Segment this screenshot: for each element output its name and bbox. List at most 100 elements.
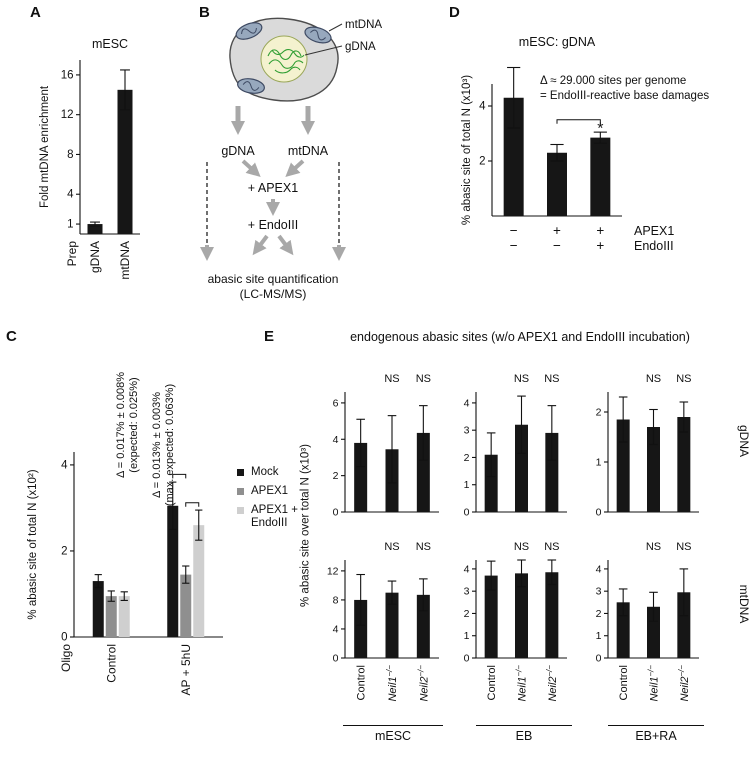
y-tick-label: 0: [464, 507, 470, 519]
y-tick-label: 0: [61, 632, 67, 644]
category-label: AP + 5hU: [179, 644, 193, 695]
panel-e-group-label-eb: EB: [515, 729, 533, 743]
chart-svg: 2 4 mESC: gDNA % abasic site of total N (x1…: [461, 35, 674, 253]
gdna-callout-label: gDNA: [345, 41, 376, 53]
legend-swatch: [237, 488, 244, 495]
condition-row-label: EndoIII: [634, 239, 674, 253]
category-label: Control: [486, 665, 498, 700]
x-axis-title: Prep: [65, 241, 79, 267]
condition-sign: +: [596, 223, 604, 238]
panel-c-legend: Mock APEX1 APEX1 + EndoIII: [237, 466, 298, 536]
ns-label: NS: [416, 373, 431, 385]
legend-item: APEX1: [237, 485, 298, 498]
bar: [547, 152, 567, 216]
y-tick-label: 4: [67, 189, 74, 201]
category-label: Control: [618, 665, 630, 700]
bar: [647, 427, 660, 512]
category-label: Control: [356, 665, 368, 700]
panel-e-group-line-mesc: [343, 725, 443, 726]
bar: [484, 454, 498, 512]
panel-c-annotation-2-line2: (max. expected: 0.063%): [164, 383, 176, 507]
y-tick-label: 0: [464, 653, 470, 665]
y-tick-label: 8: [67, 149, 73, 161]
y-tick-label: 1: [464, 630, 470, 642]
y-tick-label: 2: [479, 156, 485, 168]
chart-svg: 0 1 2 NS NS: [596, 373, 699, 519]
bar: [354, 599, 368, 658]
ns-label: NS: [646, 541, 661, 553]
category-label: Control: [104, 644, 118, 683]
y-tick-label: 4: [479, 101, 486, 113]
panel-d-annotation-line1: Δ ≈ 29.000 sites per genome: [540, 75, 687, 87]
bar: [515, 573, 528, 658]
mitochondrion-icon: [235, 22, 263, 40]
panel-c-annotation-2: Δ = 0.013% ± 0.003% (max. expected: 0.06…: [151, 370, 177, 520]
panel-c-annotation-1-line2: (expected: 0.025%): [128, 377, 140, 473]
panel-c-annotation-1: Δ = 0.017% ± 0.008% (expected: 0.025%): [115, 355, 141, 495]
branch-mtdna-label: mtDNA: [288, 144, 329, 158]
panel-e-row-label-mtdna: mtDNA: [737, 584, 751, 624]
panel-c-annotation-2-line1: Δ = 0.013% ± 0.003%: [151, 391, 163, 499]
ns-label: NS: [646, 373, 661, 385]
bar: [484, 575, 498, 658]
y-tick-label: 4: [333, 623, 339, 635]
y-tick-label: 2: [464, 452, 470, 464]
bar: [590, 137, 611, 216]
ns-label: NS: [676, 373, 691, 385]
ns-label: NS: [676, 541, 691, 553]
y-tick-label: 2: [596, 608, 602, 620]
bar: [193, 525, 205, 637]
bar: [180, 574, 192, 637]
y-tick-label: 0: [596, 653, 602, 665]
ns-label: NS: [384, 373, 399, 385]
y-tick-label: 2: [333, 470, 339, 482]
panel-c-letter: C: [6, 328, 17, 345]
panel-b-letter: B: [199, 4, 210, 21]
significance-bracket: [556, 119, 601, 124]
significance-bracket: [172, 473, 187, 479]
y-tick-label: 2: [464, 608, 470, 620]
condition-sign: +: [553, 223, 561, 238]
ns-label: NS: [384, 541, 399, 553]
panel-c-annotation-1-line1: Δ = 0.017% ± 0.008%: [115, 371, 127, 479]
panel-e-group-label-ebra: EB+RA: [635, 729, 677, 743]
ns-label: NS: [514, 541, 529, 553]
arrow-endo3-to-output-left: [252, 234, 269, 256]
bar: [677, 417, 691, 512]
y-tick-label: 2: [596, 407, 602, 419]
chart-svg: 0 1 2 3 4 NS NS: [464, 373, 567, 519]
y-tick-label: 12: [327, 565, 339, 577]
significance-bracket: [185, 502, 200, 507]
output-label-line2: (LC-MS/MS): [240, 287, 307, 301]
panel-e-letter: E: [264, 328, 275, 345]
y-axis-label: % abasic site of total N (x10³): [461, 75, 473, 225]
output-label-line1: abasic site quantification: [208, 272, 339, 286]
gdna-scribble: [267, 49, 305, 74]
bar: [354, 442, 368, 512]
panel-e-group-label-mesc: mESC: [374, 729, 412, 743]
apex1-step-label: + APEX1: [248, 181, 298, 195]
gdna-callout-line: [304, 45, 343, 56]
y-tick-label: 3: [464, 425, 470, 437]
y-tick-label: 0: [333, 653, 339, 665]
ns-label: NS: [544, 373, 559, 385]
y-axis-label: % abasic site of total N (x10²): [27, 469, 39, 619]
legend-label: APEX1: [251, 485, 289, 497]
y-axis-label: Fold mtDNA enrichment: [39, 85, 51, 208]
bar: [545, 572, 559, 658]
chart-svg: 0 1 2 3 4 Control Neil1−/− Neil2−/− NS NS: [596, 541, 699, 702]
y-tick-label: 3: [464, 586, 470, 598]
condition-sign: −: [510, 223, 518, 238]
chart-svg: 1 4 8 12 16 mESC Fold mtDNA enrichment gDNA mtDN…: [39, 37, 140, 280]
bar: [616, 602, 630, 658]
workflow-diagram: mtDNA gDNA gDNA mtDNA + APEX1 + EndoIII …: [200, 17, 382, 301]
bar: [92, 581, 104, 637]
panel-e-group-line-ebra: [608, 725, 704, 726]
legend-label: Mock: [251, 466, 279, 478]
chart-title: mESC: gDNA: [519, 35, 596, 49]
significance-star: *: [597, 121, 603, 138]
panel-d-letter: D: [449, 4, 460, 21]
panel-e-chart-mtdna-eb: 0 1 2 3 4 Control Neil1−/− Neil2−/− NS NS: [450, 530, 575, 761]
x-axis-title: Oligo: [59, 644, 73, 672]
panel-e-group-line-eb: [476, 725, 572, 726]
